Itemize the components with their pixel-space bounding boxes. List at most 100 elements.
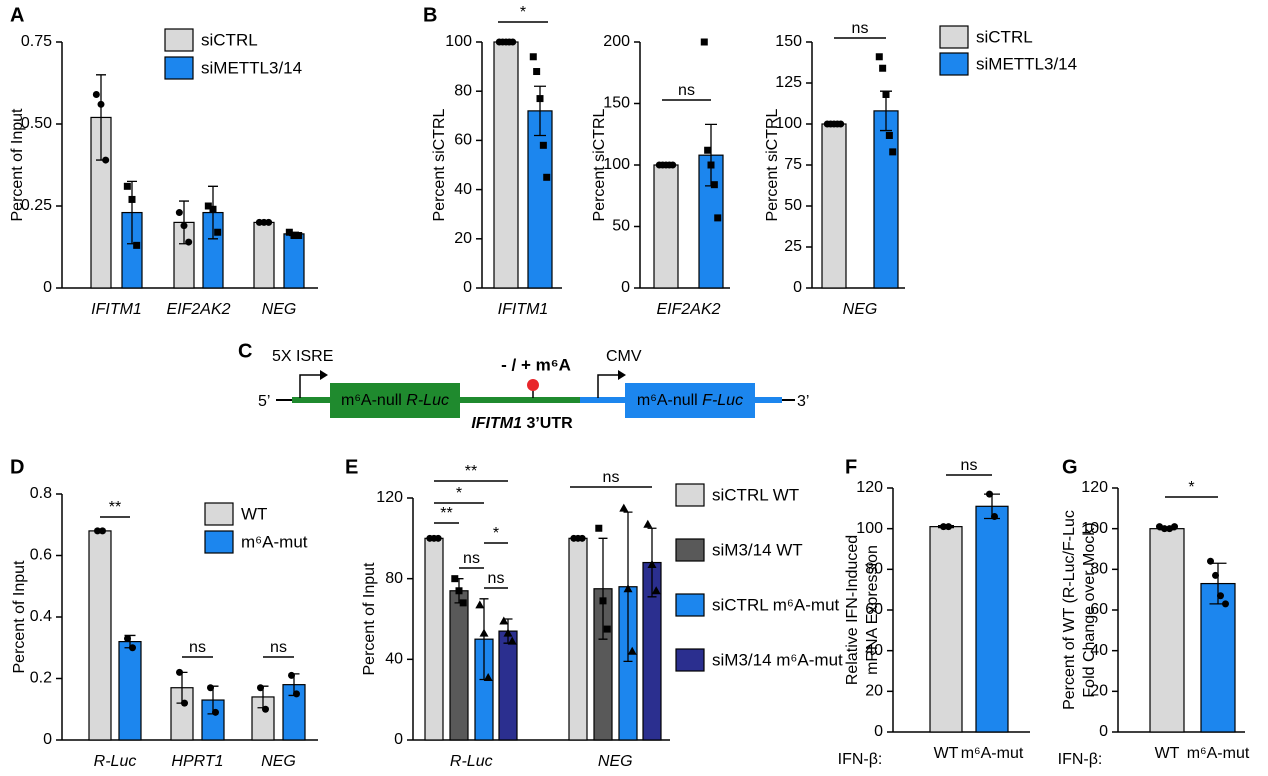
three-prime: 3’ (797, 393, 809, 410)
y-tick-label: 60 (454, 132, 472, 149)
bar (821, 123, 847, 289)
data-point (185, 238, 193, 246)
five-prime: 5’ (258, 393, 270, 410)
data-point (529, 53, 537, 61)
y-tick-label: 0 (43, 279, 52, 296)
y-tick-label: 0.4 (30, 608, 52, 625)
legend-label: siM3/14 m⁶A-mut (712, 650, 843, 669)
x-tick-label: IFITM1 (498, 301, 549, 318)
bar (975, 505, 1009, 733)
bar (498, 630, 518, 741)
y-tick-label: 80 (1090, 561, 1108, 578)
data-point (595, 524, 603, 532)
y-tick-label: 0.2 (30, 670, 52, 687)
y-tick-label: 80 (865, 561, 883, 578)
label-part: R-Luc (406, 392, 449, 409)
data-point (643, 519, 653, 528)
data-point (124, 635, 131, 643)
data-point (543, 173, 551, 181)
bar (283, 233, 305, 289)
promoter-label: 5X ISRE (272, 348, 333, 365)
y-tick-label: 0 (394, 731, 403, 748)
bar (527, 110, 553, 289)
y-tick-label: 150 (603, 95, 630, 112)
data-point (175, 209, 183, 217)
bar-chart: F 0 20 40 60 80 100 120 Relative IFN-Induced mRNA… (838, 456, 1030, 768)
arrow-head (618, 370, 626, 380)
data-point (295, 232, 303, 240)
data-point (647, 560, 657, 569)
promoter-arrow (597, 374, 620, 398)
y-axis-label: Percent of Input (361, 562, 378, 676)
data-point (499, 616, 509, 625)
bar-chart: D 0 0.2 0.4 0.6 0.8 Percent of Input R-Luc HPRT1… (10, 456, 318, 770)
fluc-label: m⁶A-null F-Luc (637, 392, 743, 409)
bar (493, 41, 519, 289)
m6a-site (527, 379, 539, 391)
data-point (180, 222, 188, 230)
data-point (619, 503, 629, 512)
data-point (434, 534, 442, 542)
legend-swatch (939, 52, 969, 76)
y-tick-label: 25 (784, 238, 802, 255)
x-tick-label: m⁶A-mut (961, 745, 1024, 762)
data-point (207, 684, 214, 692)
data-point (290, 232, 298, 240)
x-tick-label: NEG (598, 753, 633, 770)
label-part: IFITM1 (471, 415, 522, 432)
y-axis-label: Percent of WT (R-Luc/F-Luc (1061, 510, 1078, 710)
data-point (509, 38, 517, 46)
data-point (92, 90, 100, 98)
data-point (214, 228, 222, 236)
data-point (889, 148, 897, 156)
data-point (507, 636, 517, 645)
panel-label: G (1062, 456, 1078, 478)
bar (653, 164, 679, 289)
y-axis-label: Percent of Input (9, 108, 26, 222)
x-tick-label: HPRT1 (171, 753, 223, 770)
legend-swatch (164, 28, 194, 52)
data-point (123, 182, 131, 190)
y-tick-label: 40 (454, 181, 472, 198)
data-point (627, 646, 637, 655)
data-point (293, 690, 300, 698)
data-point (265, 218, 273, 226)
significance-label: ns (603, 469, 620, 486)
bar-chart: A 0 0.25 0.50 0.75 Percent of Input IFITM1 EIF2… (9, 4, 318, 318)
y-tick-label: 40 (385, 651, 403, 668)
y-axis-label: Percent siCTRL (431, 108, 448, 221)
y-tick-label: 100 (603, 156, 630, 173)
x-tick-label: EIF2AK2 (166, 301, 230, 318)
legend-swatch (939, 25, 969, 49)
data-point (181, 699, 188, 707)
rluc-box (330, 383, 460, 418)
bar (118, 640, 142, 741)
data-point (991, 512, 998, 520)
y-tick-label: 50 (784, 197, 802, 214)
data-point (128, 195, 136, 203)
significance-label: * (1188, 479, 1194, 496)
panel-label: C (238, 340, 252, 362)
data-point (483, 672, 493, 681)
x-tick-label: NEG (261, 753, 296, 770)
y-tick-label: 120 (856, 479, 883, 496)
legend-swatch (675, 538, 705, 562)
y-tick-label: 60 (865, 601, 883, 618)
data-point (700, 38, 708, 46)
bar (1149, 528, 1185, 733)
significance-label: ns (678, 82, 695, 99)
significance-label: * (456, 485, 462, 502)
x-prefix: IFN-β: (1058, 751, 1103, 768)
bar (449, 590, 469, 741)
data-point (97, 100, 105, 108)
x-tick-label: NEG (262, 301, 297, 318)
bar-chart: B 0 20 40 60 80 100 Percent siCTRL IFITM1 * (423, 4, 562, 318)
data-point (455, 587, 463, 595)
legend-swatch (204, 530, 234, 554)
rluc-label: m⁶A-null R-Luc (341, 392, 449, 409)
data-point (204, 202, 212, 210)
data-point (212, 708, 219, 716)
